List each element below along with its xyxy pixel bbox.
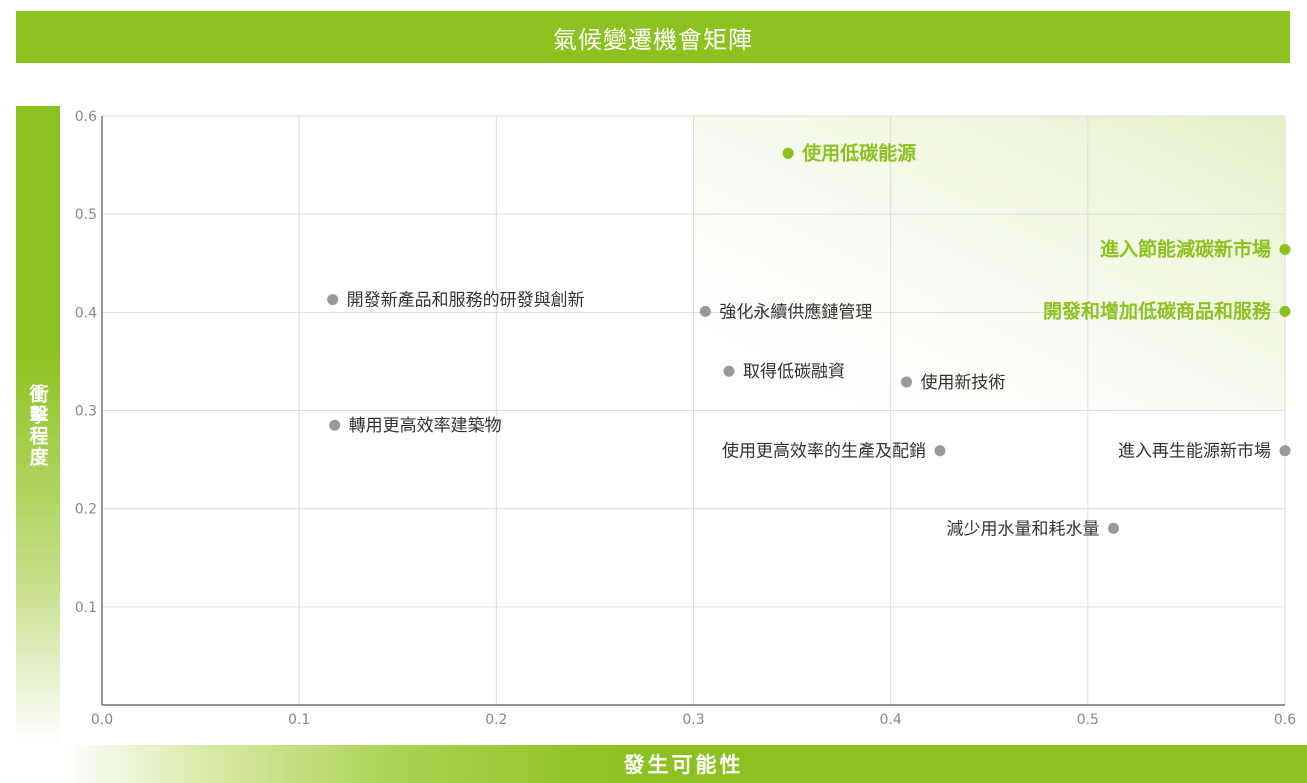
data-point-label: 開發新產品和服務的研發與創新 [347, 291, 585, 311]
data-point [900, 376, 912, 388]
data-point-label: 使用更高效率的生產及配銷 [722, 441, 926, 462]
data-point-label: 進入再生能源新市場 [1118, 442, 1271, 462]
x-tick-label: 0.4 [880, 712, 902, 728]
data-point [1279, 305, 1291, 317]
data-point [1279, 445, 1291, 457]
data-point-label: 進入節能減碳新市場 [1100, 238, 1271, 261]
chart-title: 氣候變遷機會矩陣 [553, 25, 753, 54]
x-tick-label: 0.3 [682, 712, 704, 728]
data-point [1107, 522, 1119, 534]
data-point-label: 使用低碳能源 [801, 141, 916, 164]
data-point [723, 365, 735, 377]
x-tick-label: 0.0 [91, 712, 113, 728]
y-axis-label-bar: 衝擊程度 [16, 106, 60, 746]
x-tick-label: 0.5 [1077, 712, 1099, 728]
y-tick-label: 0.5 [75, 207, 97, 223]
y-axis-label: 衝擊程度 [26, 384, 49, 468]
highlight-region [693, 116, 1285, 411]
data-point-label: 轉用更高效率建築物 [349, 416, 502, 436]
data-point-label: 減少用水量和耗水量 [946, 519, 1099, 539]
x-axis-label-bar: 發生可能性 [60, 745, 1307, 783]
data-point-label: 強化永續供應鏈管理 [719, 301, 872, 322]
y-tick-label: 0.6 [75, 109, 97, 125]
data-point-label: 使用新技術 [920, 372, 1005, 393]
y-tick-label: 0.4 [75, 305, 97, 321]
chart-title-bar: 氣候變遷機會矩陣 [16, 11, 1290, 63]
y-tick-label: 0.3 [75, 404, 97, 420]
data-point [327, 294, 339, 306]
chart-plot: 0.0 0.1 0.2 0.3 0.4 0.5 0.60.10.20.30.40.50.6 … [75, 109, 1296, 728]
x-axis-label: 發生可能性 [623, 753, 744, 777]
data-point [934, 445, 946, 457]
x-tick-label: 0.2 [485, 712, 507, 728]
data-point [1279, 244, 1291, 256]
y-tick-label: 0.1 [75, 600, 97, 616]
x-tick-label: 0.1 [288, 712, 310, 728]
data-point [699, 305, 711, 317]
y-tick-label: 0.2 [75, 502, 97, 518]
data-point [329, 419, 341, 431]
x-tick-label: 0.6 [1274, 712, 1296, 728]
data-point-label: 取得低碳融資 [743, 362, 845, 382]
data-point-label: 開發和增加低碳商品和服務 [1043, 299, 1272, 322]
data-point [782, 147, 794, 159]
